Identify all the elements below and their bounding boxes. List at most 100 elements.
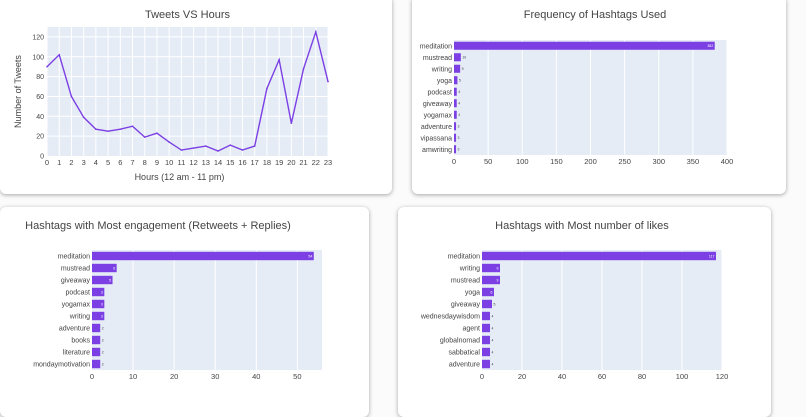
x-tick-label: 40 [252, 372, 260, 381]
data-point [192, 147, 195, 149]
data-label: 3 [458, 125, 460, 129]
data-label: 4 [492, 326, 494, 330]
data-label: 54 [308, 254, 312, 258]
category-label: meditation [420, 43, 452, 50]
x-tick-label: 0 [480, 372, 484, 381]
x-tick-label: 4 [94, 158, 98, 167]
data-label: 3 [101, 302, 103, 306]
data-label: 4 [458, 113, 460, 117]
bar [482, 335, 490, 345]
data-point [70, 95, 73, 98]
data-label: 6 [491, 290, 493, 294]
data-label: 4 [492, 350, 494, 354]
y-tick-label: 100 [32, 54, 44, 61]
data-point [95, 128, 97, 131]
category-label: globalnomad [440, 338, 480, 345]
x-tick-label: 50 [484, 157, 492, 166]
y-tick-label: 20 [36, 134, 44, 141]
category-label: writing [69, 314, 90, 321]
data-point [119, 128, 122, 131]
x-axis-title: Hours (12 am - 11 pm) [135, 172, 225, 182]
x-tick-label: 400 [721, 157, 734, 166]
data-label: 10 [462, 56, 466, 60]
category-label: books [71, 338, 90, 345]
bar [454, 41, 715, 50]
data-point [290, 122, 293, 125]
x-tick-label: 11 [177, 158, 185, 167]
x-tick-label: 8 [143, 158, 147, 167]
chart-title: Hashtags with Most engagement (Retweets … [25, 220, 291, 232]
x-tick-label: 13 [202, 158, 210, 167]
bar [454, 145, 457, 154]
bar [92, 335, 101, 345]
category-label: literature [63, 350, 90, 357]
data-label: 117 [709, 254, 715, 258]
bar [92, 359, 101, 369]
x-tick-label: 100 [676, 372, 689, 381]
series-line-tweets [46, 29, 329, 152]
y-tick-label: 40 [36, 114, 44, 121]
category-label: mondaymotivation [33, 362, 90, 369]
category-label: mustread [451, 278, 480, 285]
x-tick-label: 0 [452, 157, 456, 166]
x-tick-label: 80 [638, 372, 646, 381]
data-point [314, 31, 317, 33]
x-tick-label: 16 [238, 158, 246, 167]
category-label: adventure [421, 124, 452, 131]
x-tick-label: 40 [558, 372, 566, 381]
category-label: writing [431, 66, 452, 73]
bar [92, 251, 314, 261]
data-point [253, 145, 256, 147]
x-tick-label: 60 [598, 372, 606, 381]
plot-area [92, 250, 322, 370]
bar [454, 76, 458, 85]
bar [482, 251, 716, 261]
bar [92, 311, 105, 321]
data-label: 5 [459, 79, 461, 83]
data-label: 6 [113, 266, 115, 270]
category-label: giveaway [61, 278, 91, 285]
card-hashtag-likes: 0 20 40 60 80 100 120 meditation 117 writing 9 must… [398, 207, 771, 417]
y-tick-label: 0 [40, 154, 44, 161]
card-tweets-vs-hours: 0 20 40 60 80 100 120 0 1 2 3 4 5 6 7 8 9 10 11 12 13 14 15 16 1… [0, 0, 392, 194]
card-hashtag-engagement: 0 10 20 30 40 50 meditation 54 mustread 6 giveaway… [0, 207, 369, 417]
bar-chart-hashtag-engagement: 0 10 20 30 40 50 meditation 54 mustread 6 giveaway… [25, 220, 322, 381]
category-label: yoga [465, 290, 480, 297]
bar [482, 263, 500, 273]
y-tick-label: 120 [32, 34, 44, 41]
card-hashtag-frequency: 0 50 100 150 200 250 300 350 400 meditation 382 mus… [412, 0, 786, 194]
category-label: meditation [58, 254, 90, 261]
bar [482, 287, 494, 297]
x-tick-label: 22 [312, 158, 320, 167]
data-point [327, 80, 329, 83]
data-label: 5 [109, 278, 111, 282]
category-label: yogamax [62, 302, 91, 309]
category-label: mustread [61, 266, 90, 273]
x-tick-label: 20 [518, 372, 526, 381]
data-label: 5 [494, 302, 496, 306]
category-label: yoga [437, 78, 452, 85]
x-tick-label: 19 [275, 158, 283, 167]
x-tick-label: 2 [69, 158, 73, 167]
x-tick-label: 23 [324, 158, 332, 167]
data-point [168, 141, 170, 143]
category-label: vipassana [420, 135, 452, 142]
x-tick-label: 12 [189, 158, 197, 167]
data-point [156, 132, 158, 134]
x-tick-label: 150 [550, 157, 563, 166]
x-tick-label: 1 [57, 158, 61, 167]
category-label: adventure [59, 326, 90, 333]
bar [454, 122, 457, 131]
category-label: meditation [448, 254, 480, 261]
data-point [278, 58, 280, 61]
x-tick-label: 18 [263, 158, 271, 167]
data-point [82, 116, 85, 119]
bar [92, 287, 105, 297]
category-label: agent [462, 326, 480, 333]
bar [454, 53, 461, 62]
bar [454, 133, 457, 142]
data-label: 4 [492, 314, 494, 318]
bar [454, 64, 461, 73]
bar [92, 347, 101, 357]
category-label: giveaway [423, 101, 453, 108]
